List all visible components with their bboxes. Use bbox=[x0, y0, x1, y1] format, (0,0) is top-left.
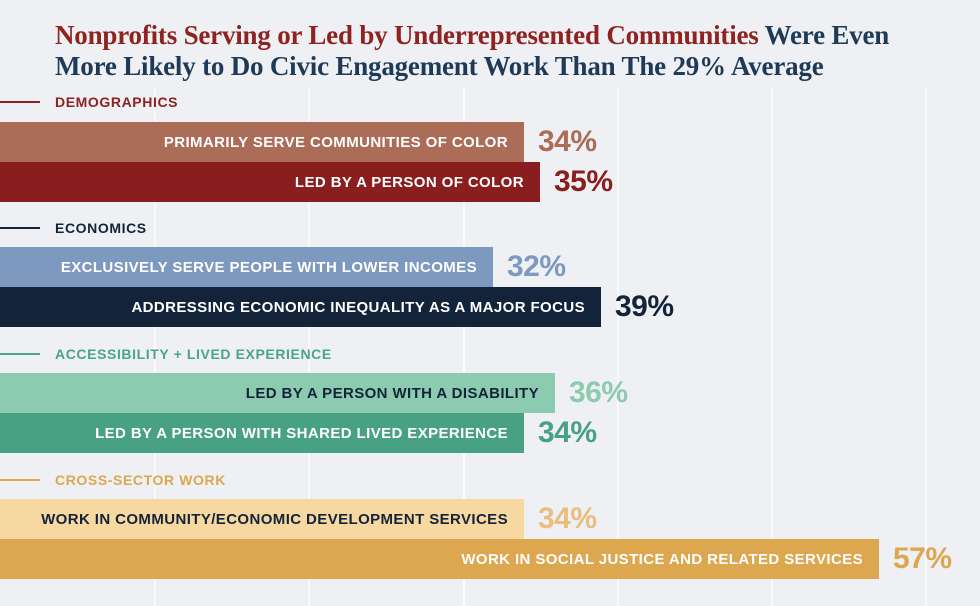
bar-led-by-a-person-with-shared-lived-experience: LED BY A PERSON WITH SHARED LIVED EXPERI… bbox=[0, 413, 597, 453]
group-tick-line bbox=[0, 353, 40, 355]
bar-fill: WORK IN COMMUNITY/ECONOMIC DEVELOPMENT S… bbox=[0, 499, 524, 539]
value-label: 34% bbox=[538, 502, 597, 535]
bar-work-in-social-justice-and-related-services: WORK IN SOCIAL JUSTICE AND RELATED SERVI… bbox=[0, 539, 952, 579]
value-label: 39% bbox=[615, 290, 674, 323]
value-label: 34% bbox=[538, 125, 597, 158]
group-label: DEMOGRAPHICS bbox=[55, 94, 179, 110]
bar-fill: ADDRESSING ECONOMIC INEQUALITY AS A MAJO… bbox=[0, 287, 601, 327]
title-highlight: Nonprofits Serving or Led by Underrepres… bbox=[55, 20, 759, 50]
value-label: 36% bbox=[569, 376, 628, 409]
value-label: 57% bbox=[893, 542, 952, 575]
value-label: 34% bbox=[538, 416, 597, 449]
group-header-economics: ECONOMICS bbox=[0, 220, 147, 236]
group-label: ACCESSIBILITY + LIVED EXPERIENCE bbox=[55, 346, 332, 362]
bar-label: WORK IN COMMUNITY/ECONOMIC DEVELOPMENT S… bbox=[41, 510, 508, 528]
bar-addressing-economic-inequality: ADDRESSING ECONOMIC INEQUALITY AS A MAJO… bbox=[0, 287, 674, 327]
bar-fill: PRIMARILY SERVE COMMUNITIES OF COLOR bbox=[0, 122, 524, 162]
gridline bbox=[925, 88, 927, 606]
bar-led-by-a-person-of-color: LED BY A PERSON OF COLOR 35% bbox=[0, 162, 613, 202]
bar-label: PRIMARILY SERVE COMMUNITIES OF COLOR bbox=[163, 133, 508, 151]
group-tick-line bbox=[0, 479, 40, 481]
group-header-cross-sector-work: CROSS-SECTOR WORK bbox=[0, 472, 226, 488]
bar-fill: LED BY A PERSON OF COLOR bbox=[0, 162, 540, 202]
group-header-accessibility-lived-experience: ACCESSIBILITY + LIVED EXPERIENCE bbox=[0, 346, 332, 362]
bar-label: LED BY A PERSON WITH SHARED LIVED EXPERI… bbox=[95, 424, 508, 442]
bar-fill: WORK IN SOCIAL JUSTICE AND RELATED SERVI… bbox=[0, 539, 879, 579]
group-label: ECONOMICS bbox=[55, 220, 147, 236]
page-title: Nonprofits Serving or Led by Underrepres… bbox=[55, 20, 889, 82]
bar-fill: EXCLUSIVELY SERVE PEOPLE WITH LOWER INCO… bbox=[0, 247, 493, 287]
gridline bbox=[617, 88, 619, 606]
group-header-demographics: DEMOGRAPHICS bbox=[0, 94, 178, 110]
bar-label: ADDRESSING ECONOMIC INEQUALITY AS A MAJO… bbox=[131, 298, 585, 316]
group-tick-line bbox=[0, 227, 40, 229]
bar-fill: LED BY A PERSON WITH A DISABILITY bbox=[0, 373, 555, 413]
bar-fill: LED BY A PERSON WITH SHARED LIVED EXPERI… bbox=[0, 413, 524, 453]
bar-primarily-serve-communities-of-color: PRIMARILY SERVE COMMUNITIES OF COLOR 34% bbox=[0, 122, 597, 162]
group-tick-line bbox=[0, 101, 40, 103]
bar-led-by-a-person-with-a-disability: LED BY A PERSON WITH A DISABILITY 36% bbox=[0, 373, 628, 413]
title-line-2: More Likely to Do Civic Engagement Work … bbox=[55, 51, 824, 81]
value-label: 35% bbox=[554, 165, 613, 198]
title-rest: Were Even bbox=[758, 20, 890, 50]
value-label: 32% bbox=[507, 250, 566, 283]
bar-label: LED BY A PERSON OF COLOR bbox=[294, 173, 524, 191]
title-line-1: Nonprofits Serving or Led by Underrepres… bbox=[55, 20, 889, 51]
gridline bbox=[463, 88, 465, 606]
group-label: CROSS-SECTOR WORK bbox=[55, 472, 226, 488]
bar-label: WORK IN SOCIAL JUSTICE AND RELATED SERVI… bbox=[461, 550, 863, 568]
gridline bbox=[771, 88, 773, 606]
bar-exclusively-serve-people-with-lower-incomes: EXCLUSIVELY SERVE PEOPLE WITH LOWER INCO… bbox=[0, 247, 566, 287]
bar-work-in-community-economic-development-services: WORK IN COMMUNITY/ECONOMIC DEVELOPMENT S… bbox=[0, 499, 597, 539]
gridline bbox=[154, 88, 156, 606]
bar-label: EXCLUSIVELY SERVE PEOPLE WITH LOWER INCO… bbox=[60, 258, 477, 276]
gridline bbox=[308, 88, 310, 606]
bar-label: LED BY A PERSON WITH A DISABILITY bbox=[245, 384, 539, 402]
